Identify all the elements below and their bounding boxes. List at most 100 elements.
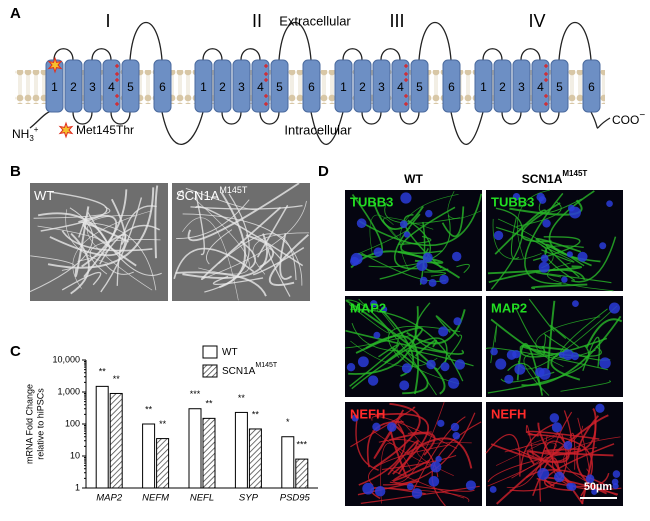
segment-label: 3 xyxy=(378,80,385,94)
nucleus xyxy=(585,474,595,484)
nucleus xyxy=(504,374,514,384)
panel-label: A xyxy=(10,5,21,22)
neurite xyxy=(547,262,614,292)
neurite xyxy=(536,472,610,488)
neurite xyxy=(187,182,300,242)
nucleus xyxy=(493,230,504,241)
nucleus xyxy=(551,422,563,433)
segment-label: 5 xyxy=(276,80,283,94)
neurite xyxy=(218,191,247,289)
neurite xyxy=(351,337,448,390)
helix xyxy=(270,59,289,113)
neurite xyxy=(65,209,109,264)
neurite xyxy=(407,431,432,434)
neurite xyxy=(521,344,568,354)
nucleus xyxy=(438,326,449,337)
neurite xyxy=(205,229,233,265)
image-title: SCN1AM145T xyxy=(176,185,248,203)
nucleus xyxy=(403,231,410,238)
y-tick-label: 1,000 xyxy=(57,386,80,396)
nucleus xyxy=(406,483,414,490)
segment-label: 5 xyxy=(127,80,134,94)
loops xyxy=(29,21,611,145)
neurite xyxy=(520,423,554,471)
nucleus xyxy=(566,251,573,258)
neurite xyxy=(544,245,584,281)
segment-label: 2 xyxy=(219,80,226,94)
domain-label: I xyxy=(105,11,110,31)
bar xyxy=(295,458,309,489)
nucleus xyxy=(538,261,550,273)
nucleus xyxy=(356,218,367,229)
significance: *** xyxy=(297,439,308,449)
neurite xyxy=(256,205,288,258)
nucleus xyxy=(490,347,498,356)
n-terminus-sup: + xyxy=(34,125,39,134)
neurite xyxy=(87,215,153,291)
nucleus xyxy=(448,377,460,389)
neurite xyxy=(87,212,162,276)
helix xyxy=(550,59,569,113)
scale-bar-label: 50µm xyxy=(584,481,613,493)
helix xyxy=(531,59,550,113)
mutation-star xyxy=(47,56,63,74)
neurite xyxy=(61,271,102,291)
neurite xyxy=(547,300,556,369)
helix xyxy=(512,59,531,113)
neurite xyxy=(521,315,622,387)
n-terminus-sub: 3 xyxy=(29,134,34,143)
neurite xyxy=(544,448,614,457)
neurite xyxy=(488,269,586,284)
marker-label: MAP2 xyxy=(350,300,386,315)
nucleus xyxy=(495,358,507,370)
neurite xyxy=(30,255,75,271)
neurite xyxy=(494,209,547,255)
nucleus xyxy=(387,422,397,432)
neurite xyxy=(190,205,303,210)
neurite xyxy=(537,345,602,357)
neurite xyxy=(571,236,617,283)
nucleus xyxy=(489,486,497,493)
neurite xyxy=(414,302,447,353)
nucleus xyxy=(514,363,526,375)
neurite xyxy=(47,187,155,269)
neurite xyxy=(525,424,534,456)
segment-label: 6 xyxy=(159,80,166,94)
neurite xyxy=(267,248,291,297)
neurite xyxy=(515,410,573,463)
significance: ** xyxy=(145,404,153,414)
neurite xyxy=(360,485,480,504)
segment-label: 1 xyxy=(480,80,487,94)
segment-label: 1 xyxy=(200,80,207,94)
neurite xyxy=(345,329,465,355)
segment-label: 6 xyxy=(308,80,315,94)
bar xyxy=(248,428,262,489)
neurite xyxy=(516,189,550,259)
segment-label: 1 xyxy=(51,80,58,94)
neurite xyxy=(514,306,546,350)
n-terminus: NH3+ xyxy=(12,125,39,143)
neurite xyxy=(414,339,438,357)
micrograph xyxy=(29,183,168,301)
neurite xyxy=(358,193,483,247)
segment-label: 2 xyxy=(70,80,77,94)
nucleus xyxy=(380,306,388,313)
neurite xyxy=(369,214,394,255)
nucleus xyxy=(599,242,607,250)
neurite xyxy=(506,434,548,489)
nucleus xyxy=(437,419,445,427)
nucleus xyxy=(562,349,574,361)
neurite xyxy=(367,421,404,468)
helix xyxy=(334,59,353,113)
legend-swatch xyxy=(202,345,218,359)
neurite xyxy=(107,233,127,246)
x-tick-label: PSD95 xyxy=(280,493,311,504)
segment-label: 4 xyxy=(108,80,115,94)
column-title: SCN1AM145T xyxy=(522,169,588,186)
y-tick-label: 1 xyxy=(75,482,80,492)
nucleus xyxy=(561,276,568,283)
neurite xyxy=(397,235,432,245)
helix xyxy=(474,59,493,113)
neurite xyxy=(40,191,108,232)
neurite xyxy=(387,440,419,476)
